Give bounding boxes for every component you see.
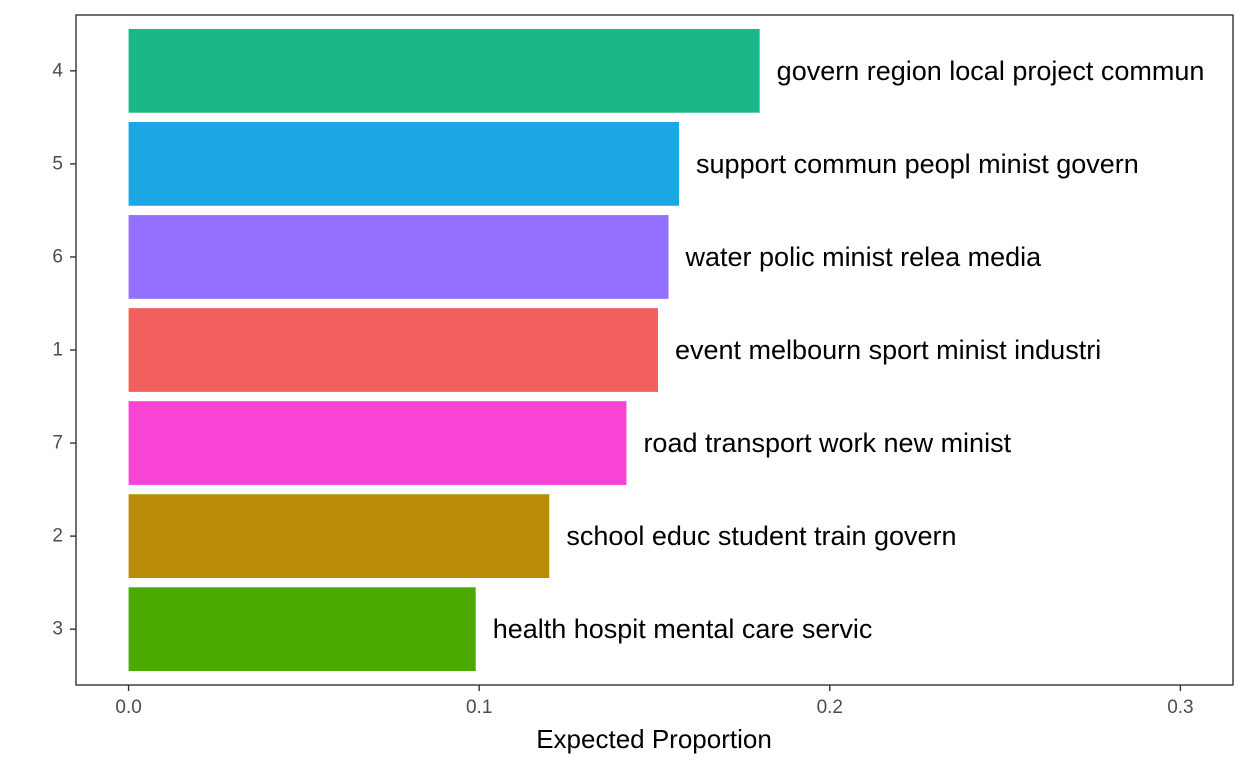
bar-topic-6 — [128, 215, 669, 299]
bar-label-topic-2: school educ student train govern — [566, 521, 956, 551]
y-tick-label-2: 2 — [52, 526, 63, 547]
x-tick-label-0.0: 0.0 — [115, 697, 141, 718]
x-tick-label-0.1: 0.1 — [466, 697, 492, 718]
bar-topic-2 — [128, 494, 550, 578]
bar-topic-5 — [128, 122, 680, 206]
bars-group — [128, 28, 760, 672]
y-tick-label-1: 1 — [52, 340, 63, 361]
y-tick-label-7: 7 — [52, 433, 63, 454]
x-tick-label-0.2: 0.2 — [817, 697, 843, 718]
bar-labels-group: govern region local project commun suppor… — [493, 56, 1205, 644]
bar-label-topic-6: water polic minist relea media — [685, 242, 1043, 272]
bar-label-topic-1: event melbourn sport minist industri — [675, 335, 1101, 365]
y-tick-label-5: 5 — [52, 153, 63, 174]
bar-topic-4 — [128, 28, 760, 113]
x-axis: 0.0 0.1 0.2 0.3 — [115, 685, 1194, 718]
bar-label-topic-4: govern region local project commun — [777, 56, 1205, 86]
y-axis: 4 5 6 1 7 2 3 — [52, 60, 76, 640]
y-tick-label-6: 6 — [52, 246, 63, 267]
y-tick-label-4: 4 — [52, 60, 63, 81]
y-tick-label-3: 3 — [52, 619, 63, 640]
bar-label-topic-5: support commun peopl minist govern — [696, 149, 1139, 179]
x-axis-title: Expected Proportion — [536, 724, 772, 754]
bar-topic-3 — [128, 587, 476, 672]
x-tick-label-0.3: 0.3 — [1167, 697, 1193, 718]
bar-topic-1 — [128, 308, 659, 392]
bar-label-topic-3: health hospit mental care servic — [493, 614, 873, 644]
bar-label-topic-7: road transport work new minist — [643, 428, 1011, 458]
bar-topic-7 — [128, 401, 627, 485]
